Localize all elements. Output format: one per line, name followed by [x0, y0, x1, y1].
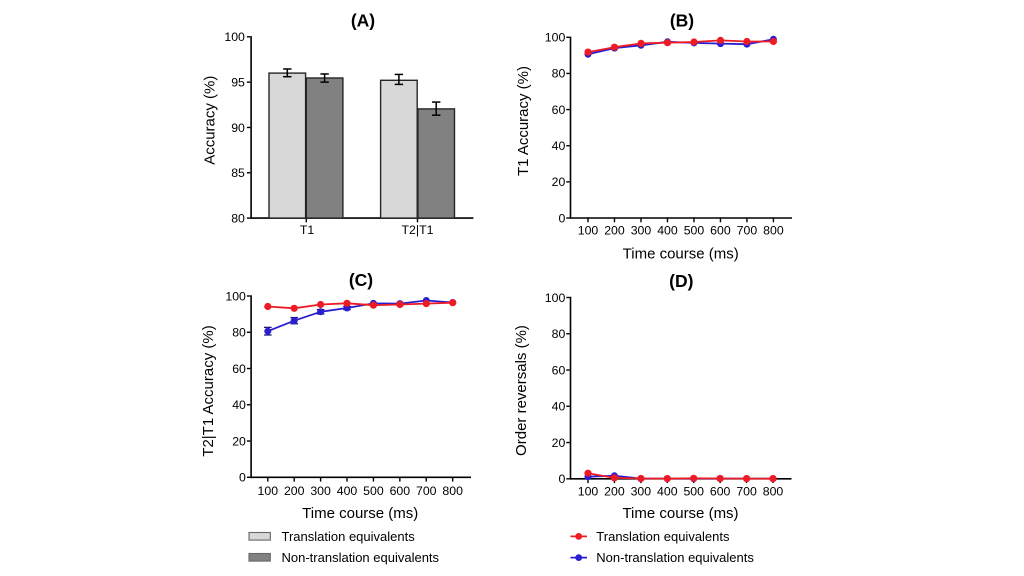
svg-text:100: 100	[545, 31, 566, 45]
svg-text:(D): (D)	[669, 271, 693, 291]
svg-text:800: 800	[763, 224, 784, 238]
svg-text:200: 200	[604, 484, 625, 498]
svg-text:500: 500	[363, 484, 384, 498]
svg-text:300: 300	[310, 484, 331, 498]
svg-text:Translation equivalents: Translation equivalents	[282, 529, 416, 544]
svg-text:(A): (A)	[351, 11, 375, 31]
svg-text:85: 85	[231, 166, 245, 180]
svg-text:0: 0	[239, 471, 246, 485]
svg-text:100: 100	[545, 291, 566, 305]
svg-text:Translation equivalents: Translation equivalents	[596, 529, 730, 544]
svg-text:80: 80	[552, 327, 566, 341]
svg-text:600: 600	[710, 224, 731, 238]
svg-text:95: 95	[231, 75, 245, 89]
svg-text:0: 0	[558, 211, 565, 225]
svg-text:60: 60	[232, 362, 246, 376]
svg-text:100: 100	[258, 484, 279, 498]
svg-text:80: 80	[232, 326, 246, 340]
svg-text:100: 100	[224, 30, 245, 44]
svg-text:700: 700	[737, 224, 758, 238]
svg-text:60: 60	[552, 363, 566, 377]
svg-text:T1: T1	[300, 223, 315, 237]
svg-text:400: 400	[657, 484, 678, 498]
svg-text:300: 300	[631, 224, 652, 238]
svg-text:700: 700	[416, 484, 437, 498]
svg-text:800: 800	[442, 484, 463, 498]
svg-text:80: 80	[552, 67, 566, 81]
svg-text:40: 40	[552, 400, 566, 414]
svg-text:Non-translation equivalents: Non-translation equivalents	[282, 550, 440, 565]
svg-text:800: 800	[763, 484, 784, 498]
svg-text:20: 20	[552, 175, 566, 189]
svg-text:Non-translation equivalents: Non-translation equivalents	[596, 550, 754, 565]
svg-text:300: 300	[631, 484, 652, 498]
svg-text:0: 0	[558, 472, 565, 486]
svg-text:40: 40	[232, 398, 246, 412]
svg-text:Time course (ms): Time course (ms)	[302, 505, 418, 522]
svg-text:T1 Accuracy (%): T1 Accuracy (%)	[515, 66, 532, 176]
svg-text:40: 40	[552, 139, 566, 153]
svg-text:500: 500	[683, 484, 704, 498]
svg-text:90: 90	[231, 121, 245, 135]
svg-text:400: 400	[337, 484, 358, 498]
svg-text:400: 400	[657, 224, 678, 238]
svg-text:500: 500	[684, 224, 705, 238]
svg-text:100: 100	[225, 289, 246, 303]
svg-text:100: 100	[578, 224, 599, 238]
svg-text:700: 700	[736, 484, 757, 498]
svg-text:Accuracy (%): Accuracy (%)	[202, 76, 219, 165]
svg-text:100: 100	[578, 484, 599, 498]
svg-text:T2|T1: T2|T1	[402, 223, 434, 237]
svg-text:600: 600	[390, 484, 411, 498]
svg-text:T2|T1 Accuracy (%): T2|T1 Accuracy (%)	[200, 325, 217, 456]
svg-text:Order reversals (%): Order reversals (%)	[513, 325, 530, 456]
svg-text:(C): (C)	[349, 270, 373, 290]
svg-text:600: 600	[710, 484, 731, 498]
svg-text:60: 60	[552, 103, 566, 117]
svg-text:20: 20	[232, 434, 246, 448]
svg-text:Time course (ms): Time course (ms)	[622, 505, 738, 522]
svg-text:(B): (B)	[670, 11, 694, 31]
svg-text:80: 80	[231, 211, 245, 225]
svg-text:200: 200	[604, 224, 625, 238]
svg-text:200: 200	[284, 484, 305, 498]
svg-text:Time course (ms): Time course (ms)	[623, 245, 739, 262]
svg-text:20: 20	[552, 436, 566, 450]
